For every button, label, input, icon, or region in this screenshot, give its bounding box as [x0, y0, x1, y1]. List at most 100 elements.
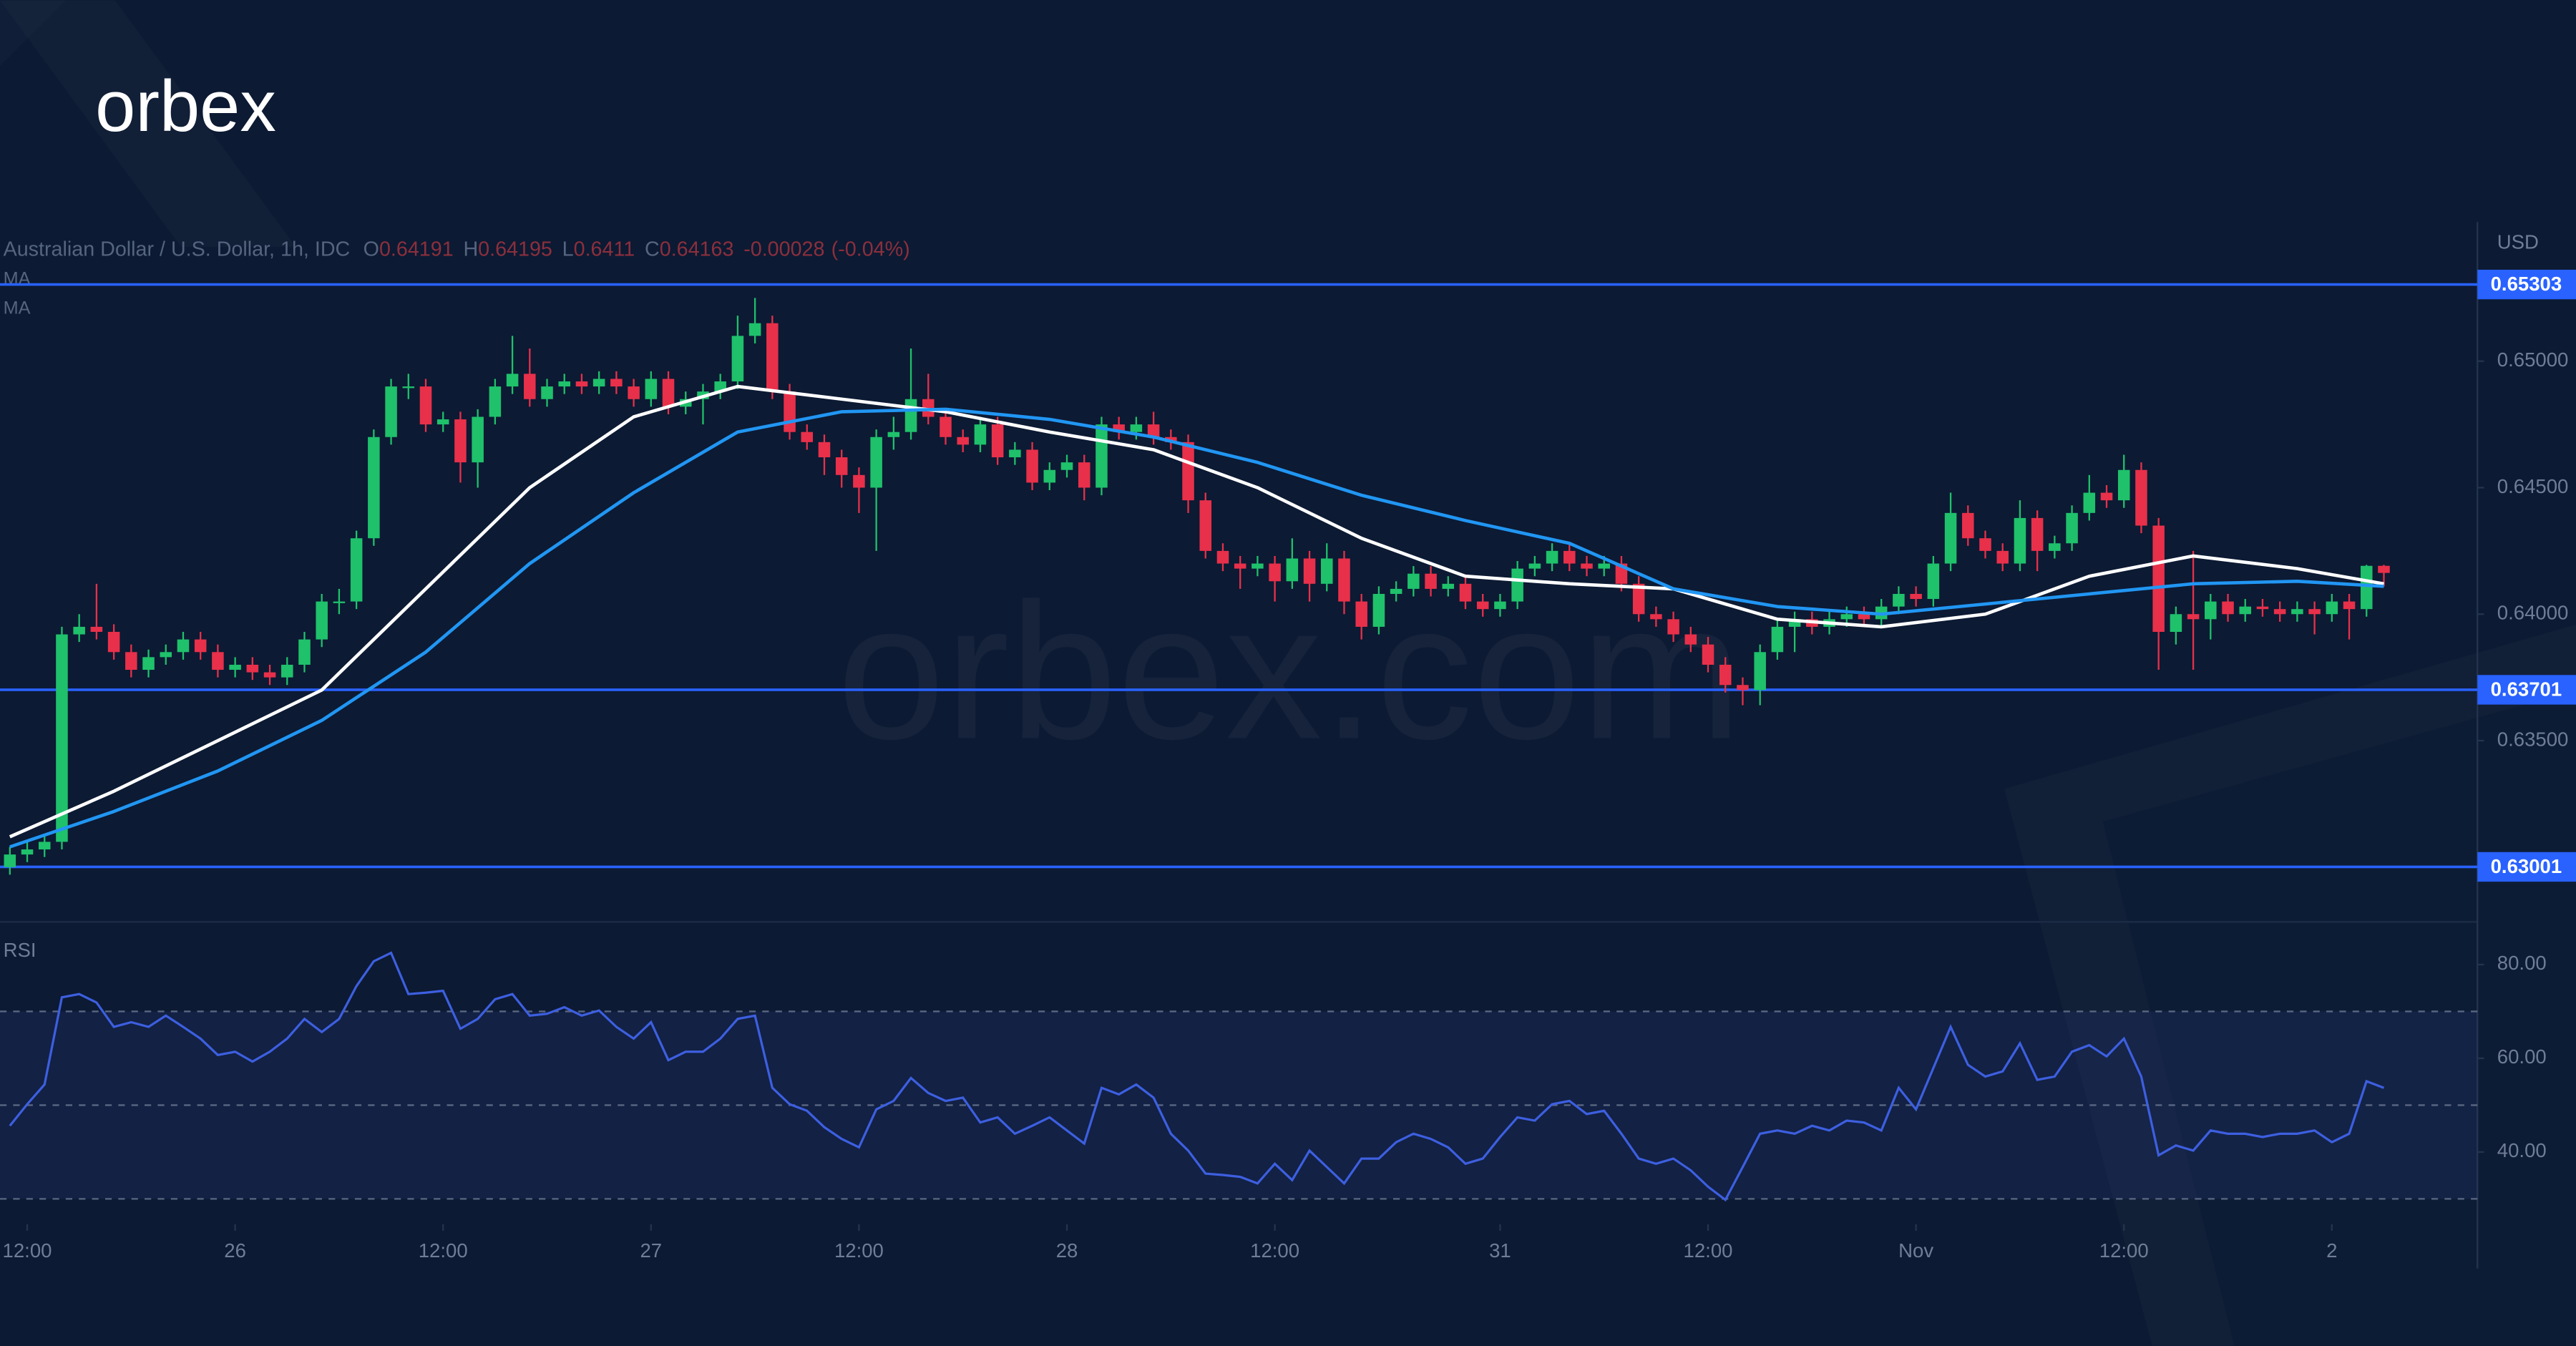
legend-key: O [364, 238, 379, 260]
y-tick-label: 60.00 [2497, 1045, 2547, 1068]
candle-body [731, 336, 744, 381]
candle-body [1355, 601, 1367, 627]
candle-body [194, 639, 207, 653]
candle-body [454, 419, 467, 463]
candle-body [558, 381, 570, 387]
x-tick-label: 12:00 [834, 1239, 884, 1262]
level-label: 0.65303 [2491, 273, 2562, 295]
candle-body [1216, 550, 1229, 564]
candle-body [489, 386, 502, 417]
candle-body [316, 601, 328, 640]
legend-key: L [562, 238, 574, 260]
candle-body [835, 457, 848, 475]
candle-body [38, 842, 51, 850]
candle-body [1927, 563, 1940, 600]
candle-body [1962, 512, 1974, 539]
candle-body [436, 419, 449, 425]
candle-body [1494, 601, 1506, 610]
candle-body [801, 431, 814, 442]
legend-change-pct: (-0.04%) [831, 238, 910, 260]
x-tick-label: 12:00 [1684, 1239, 1733, 1262]
candle-body [246, 664, 259, 673]
candle-body [2187, 614, 2200, 620]
x-tick-label: 2 [2326, 1239, 2337, 1262]
candle-body [142, 657, 155, 670]
candle-body [1632, 583, 1645, 615]
candle-body [575, 381, 588, 387]
y-tick-label: 0.65000 [2497, 348, 2569, 371]
candle-body [2378, 565, 2390, 573]
candle-body [298, 639, 311, 665]
candle-body [541, 386, 553, 399]
legend-change: -0.00028 [743, 238, 824, 260]
candle-body [784, 391, 796, 432]
candle-body [610, 379, 623, 387]
x-tick-label: 12:00 [3, 1239, 52, 1262]
candle-body [419, 386, 432, 425]
candle-body [957, 437, 969, 445]
candle-body [524, 374, 536, 399]
candle-body [2291, 609, 2303, 615]
candle-body [56, 634, 68, 842]
candle-body [922, 399, 935, 417]
candle-body [592, 379, 605, 387]
y-tick-label: 0.64000 [2497, 602, 2569, 624]
legend-title: Australian Dollar / U.S. Dollar, 1h, IDC [4, 238, 351, 260]
candle-body [212, 652, 224, 670]
candle-body [1598, 563, 1610, 569]
legend-value: 0.64191 [379, 238, 454, 260]
candle-body [2100, 492, 2113, 501]
candle-body [645, 379, 658, 399]
candle-body [2049, 543, 2061, 551]
candle-body [229, 664, 241, 670]
candle-body [2273, 609, 2286, 615]
candle-body [90, 626, 103, 633]
y-tick-label: 80.00 [2497, 952, 2547, 974]
candle-body [628, 386, 640, 399]
candle-body [281, 664, 293, 678]
candle-body [1252, 563, 1264, 569]
candle-body [1425, 573, 1437, 589]
x-tick-label: 28 [1056, 1239, 1078, 1262]
candle-body [766, 323, 779, 392]
legend-value: 0.6411 [574, 238, 635, 260]
candle-body [1944, 512, 1957, 564]
candle-body [1199, 500, 1212, 551]
legend-entry: MA [4, 298, 31, 318]
decor-stripe [2102, 690, 2576, 1346]
candle-body [1719, 664, 1732, 686]
candle-body [1840, 614, 1853, 620]
candle-body [1511, 568, 1523, 602]
candle-body [1026, 449, 1038, 483]
candle-body [21, 849, 34, 855]
y-tick-label: 0.64500 [2497, 475, 2569, 497]
level-label-box [2477, 852, 2576, 882]
candle-body [1407, 573, 1420, 589]
level-label-box [2477, 675, 2576, 705]
candle-body [2239, 606, 2252, 615]
x-tick-label: 31 [1489, 1239, 1511, 1262]
level-label-box [2477, 269, 2576, 300]
candle-body [160, 652, 172, 658]
candle-body [818, 442, 831, 458]
y-tick-label: 40.00 [2497, 1139, 2547, 1161]
level-label: 0.63001 [2491, 855, 2562, 877]
candle-body [1147, 424, 1160, 437]
candle-body [2117, 469, 2130, 501]
candle-body [1130, 424, 1143, 432]
candle-body [2152, 525, 2165, 633]
candle-body [1788, 619, 1801, 627]
candle-body [853, 474, 865, 488]
x-tick-label: 27 [640, 1239, 662, 1262]
candle-body [350, 538, 363, 602]
y-tick-label: 0.63500 [2497, 728, 2569, 750]
x-tick-label: 12:00 [1250, 1239, 1299, 1262]
legend: Australian Dollar / U.S. Dollar, 1h, IDC… [4, 238, 910, 260]
candle-body [1182, 442, 1194, 501]
candle-body [4, 854, 16, 867]
candle-body [887, 431, 900, 437]
candle-body [1996, 550, 2009, 564]
candle-body [2256, 606, 2269, 610]
candle-body [1546, 550, 1558, 564]
